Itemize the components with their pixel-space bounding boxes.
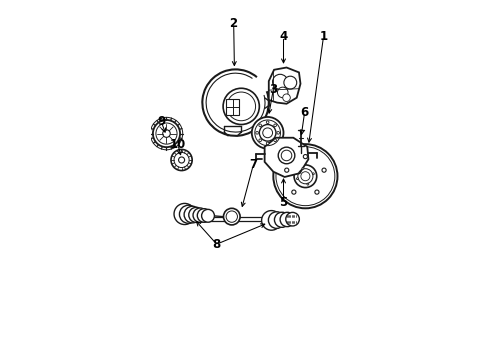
- Circle shape: [252, 117, 284, 149]
- Circle shape: [313, 173, 314, 175]
- Circle shape: [303, 154, 307, 159]
- Circle shape: [294, 165, 317, 188]
- Circle shape: [296, 178, 298, 180]
- Circle shape: [322, 168, 326, 172]
- Circle shape: [278, 147, 295, 164]
- Circle shape: [280, 212, 294, 227]
- Circle shape: [179, 205, 197, 223]
- Circle shape: [274, 212, 290, 227]
- Circle shape: [283, 94, 290, 102]
- Circle shape: [256, 131, 258, 134]
- Circle shape: [277, 131, 279, 134]
- Text: 2: 2: [230, 17, 238, 30]
- Circle shape: [286, 212, 299, 226]
- Polygon shape: [226, 99, 239, 116]
- Text: 5: 5: [279, 196, 288, 209]
- Circle shape: [285, 168, 289, 172]
- Circle shape: [184, 206, 201, 223]
- Text: 8: 8: [213, 238, 221, 251]
- Circle shape: [269, 212, 285, 228]
- Text: 4: 4: [279, 30, 288, 43]
- Circle shape: [315, 190, 319, 194]
- Circle shape: [223, 208, 240, 225]
- Circle shape: [259, 125, 276, 141]
- Circle shape: [267, 142, 269, 145]
- Circle shape: [178, 157, 185, 163]
- Text: 3: 3: [269, 83, 277, 96]
- Text: 7: 7: [249, 158, 257, 171]
- Circle shape: [193, 208, 207, 222]
- Circle shape: [163, 130, 170, 138]
- Text: 1: 1: [319, 30, 328, 43]
- Polygon shape: [269, 68, 300, 104]
- Circle shape: [292, 190, 296, 194]
- Circle shape: [274, 124, 276, 127]
- Wedge shape: [202, 69, 269, 136]
- Text: 9: 9: [157, 115, 165, 128]
- Circle shape: [274, 139, 276, 141]
- Circle shape: [171, 149, 192, 171]
- Circle shape: [201, 210, 215, 222]
- Text: 10: 10: [170, 138, 186, 150]
- Text: 6: 6: [300, 105, 309, 118]
- Circle shape: [301, 172, 310, 181]
- Circle shape: [302, 167, 304, 169]
- Circle shape: [153, 120, 180, 147]
- Circle shape: [189, 207, 204, 222]
- Circle shape: [307, 183, 309, 185]
- Circle shape: [272, 74, 288, 89]
- Circle shape: [284, 76, 297, 89]
- Circle shape: [267, 121, 269, 123]
- Circle shape: [223, 88, 259, 125]
- Circle shape: [197, 209, 211, 222]
- Circle shape: [262, 211, 281, 230]
- Polygon shape: [265, 138, 308, 177]
- Circle shape: [273, 144, 338, 208]
- Circle shape: [259, 139, 262, 141]
- Circle shape: [277, 87, 288, 98]
- Circle shape: [259, 124, 262, 127]
- Circle shape: [174, 203, 195, 225]
